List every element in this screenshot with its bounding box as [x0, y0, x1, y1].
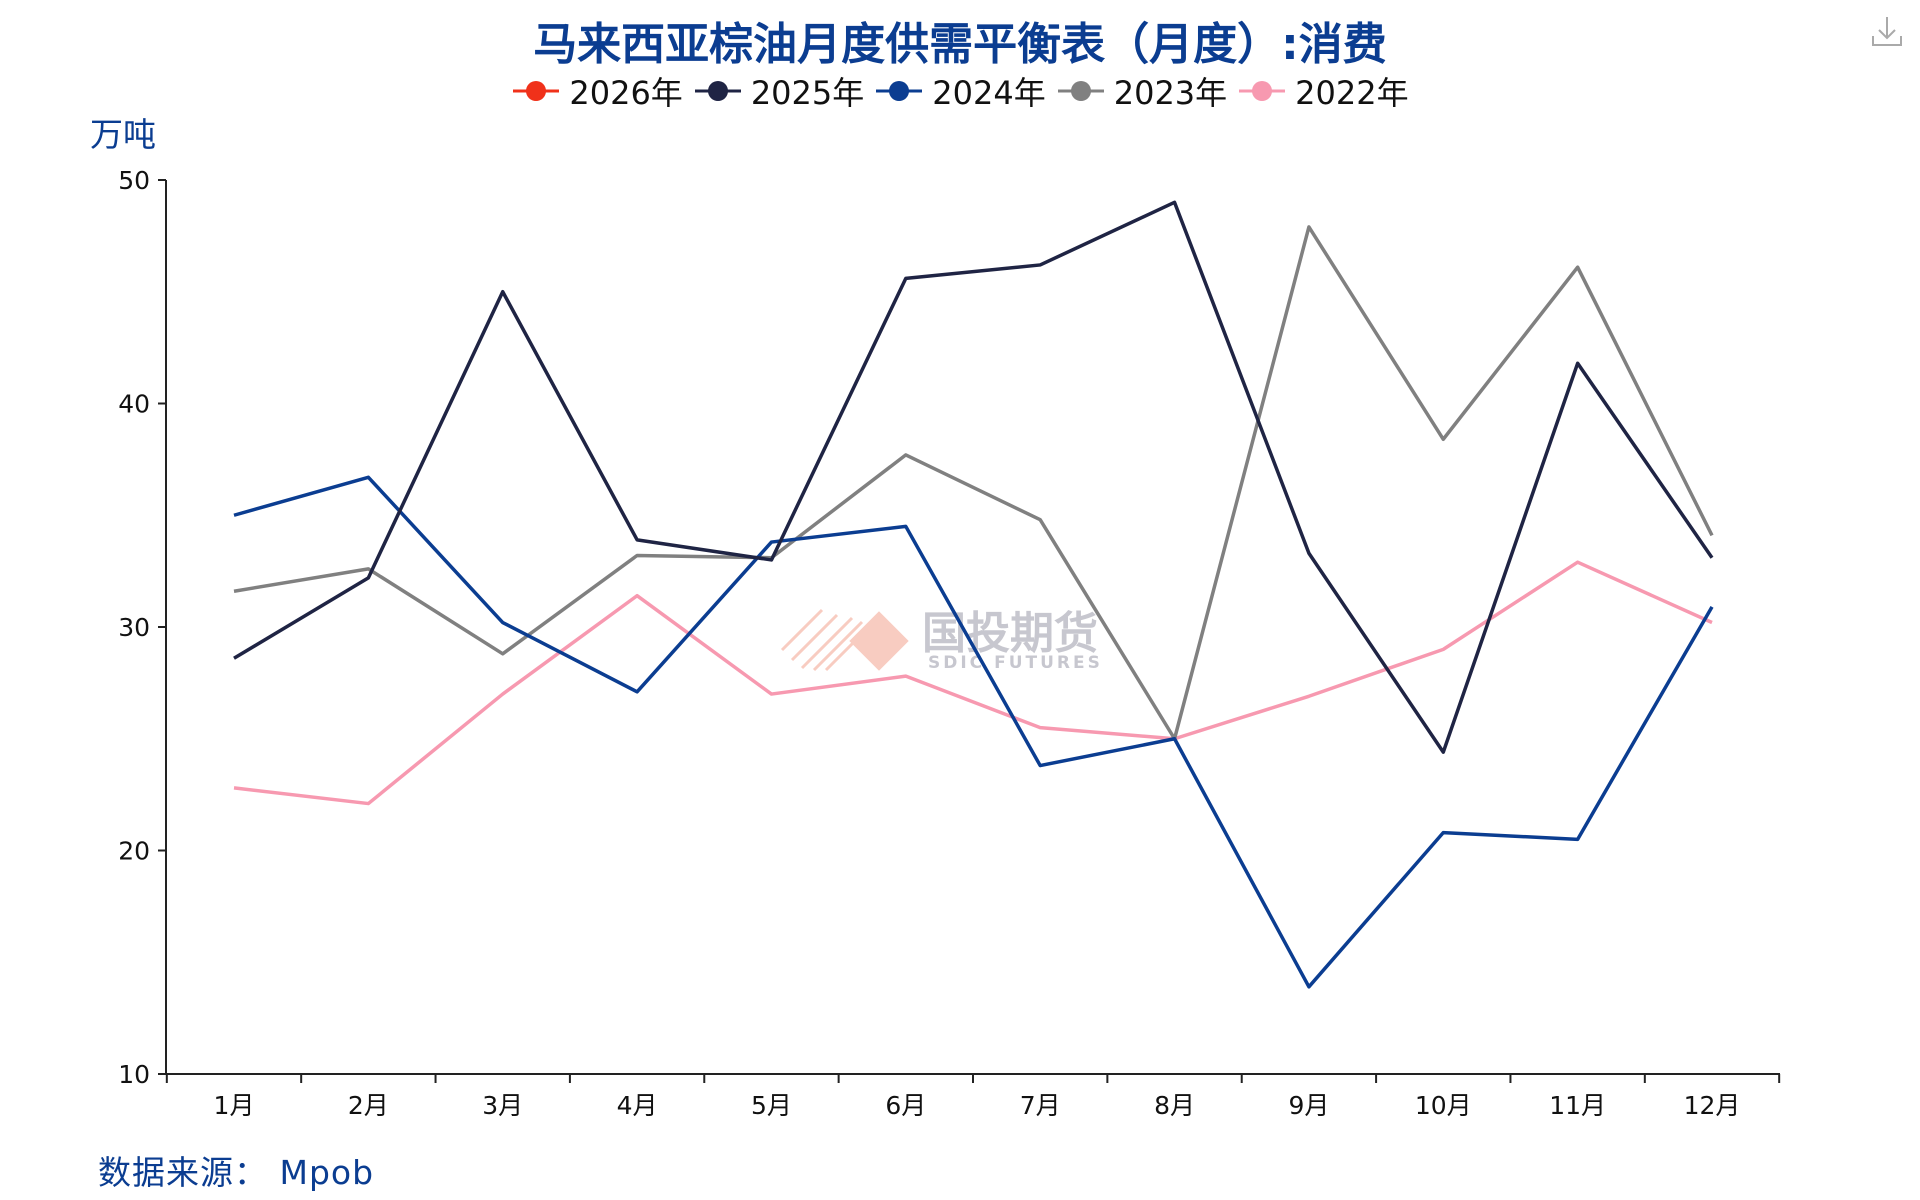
legend-item-2024[interactable]: 2024年 — [874, 68, 1046, 114]
legend-label: 2023年 — [1113, 74, 1228, 112]
legend-marker-icon — [1239, 81, 1286, 101]
y-tick-label: 30 — [118, 613, 150, 642]
x-tick-label: 4月 — [617, 1091, 658, 1120]
legend-label: 2025年 — [750, 74, 865, 112]
legend-marker-icon — [513, 81, 560, 101]
legend-marker-icon — [876, 81, 923, 101]
legend-label: 2022年 — [1295, 74, 1409, 112]
download-icon[interactable] — [1870, 14, 1904, 48]
series-line-2025 — [233, 200, 1714, 754]
x-tick-label: 1月 — [214, 1091, 255, 1120]
legend-marker-icon — [694, 81, 741, 101]
watermark: 国投期货 SDIC FUTURES — [780, 608, 1103, 673]
x-tick-label: 7月 — [1020, 1091, 1061, 1120]
series-line-2024 — [233, 475, 1714, 989]
legend-marker-icon — [1057, 81, 1104, 101]
y-tick-label: 10 — [118, 1060, 150, 1089]
x-tick-label: 8月 — [1154, 1091, 1195, 1120]
x-tick-label: 2月 — [348, 1091, 389, 1120]
series-line-2023 — [233, 225, 1714, 741]
chart-title: 马来西亚棕油月度供需平衡表（月度）:消费 — [533, 19, 1387, 70]
x-tick-label: 3月 — [482, 1091, 523, 1120]
y-axis-unit-label: 万吨 — [90, 115, 156, 154]
x-tick-label: 11月 — [1549, 1091, 1606, 1120]
y-tick-label: 50 — [118, 166, 150, 195]
legend-label: 2024年 — [932, 74, 1046, 112]
x-tick-label: 12月 — [1684, 1091, 1741, 1120]
series-line-2022 — [233, 560, 1713, 806]
legend-label: 2026年 — [569, 74, 683, 112]
legend: 2026年 2025年 2024年 2023年 2022年 — [0, 68, 1920, 114]
legend-item-2023[interactable]: 2023年 — [1056, 68, 1227, 114]
watermark-cn: 国投期货 — [922, 608, 1098, 659]
x-tick-label: 5月 — [751, 1091, 792, 1120]
x-tick-label: 10月 — [1415, 1091, 1472, 1120]
y-tick-label: 20 — [118, 837, 150, 866]
y-tick-label: 40 — [118, 390, 150, 419]
x-tick-label: 9月 — [1288, 1091, 1329, 1120]
data-source: 数据来源： Mpob — [98, 1153, 375, 1192]
watermark-en: SDIC FUTURES — [928, 653, 1103, 673]
legend-item-2026[interactable]: 2026年 — [511, 68, 683, 114]
x-tick-label: 6月 — [885, 1091, 926, 1120]
legend-item-2022[interactable]: 2022年 — [1237, 68, 1409, 114]
legend-item-2025[interactable]: 2025年 — [693, 68, 864, 114]
